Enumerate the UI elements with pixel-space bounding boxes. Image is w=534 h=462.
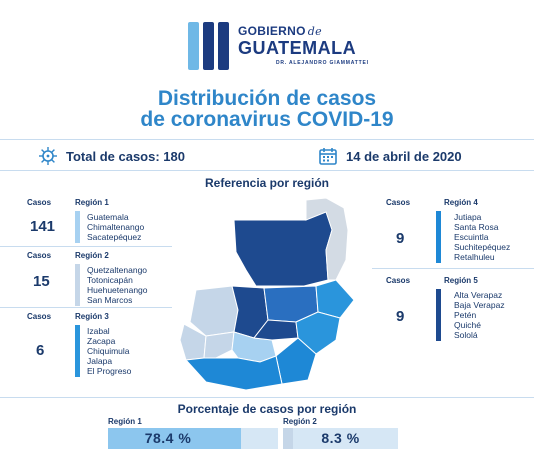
- percentage-region-1: Región 1 78.4 %: [108, 417, 278, 449]
- page-title-line2: de coronavirus COVID-19: [140, 108, 394, 131]
- map-quetzaltenango: [203, 331, 235, 359]
- region-case-count: 15: [33, 273, 50, 290]
- region-label: Región 2: [75, 251, 109, 260]
- percentage-region-2: Región 2 8.3 %: [283, 417, 398, 449]
- percentage-region-label: Región 1: [108, 417, 142, 426]
- divider: [372, 268, 534, 269]
- percentage-bar-fill: [283, 428, 293, 449]
- cases-column-label: Casos: [386, 276, 411, 285]
- percentage-value: 8.3 %: [321, 430, 360, 446]
- region-case-count: 6: [36, 342, 45, 359]
- region-departments: Jutiapa Santa Rosa Escuintla Suchitepéqu…: [454, 212, 511, 262]
- region-color-swatch: [75, 325, 80, 377]
- region-label: Región 5: [444, 276, 478, 285]
- region-departments: Guatemala Chimaltenango Sacatepéquez: [87, 212, 145, 242]
- reference-title: Referencia por región: [204, 176, 330, 190]
- region-card-2: Casos Región 2 15 Quetzaltenango Totonic…: [27, 251, 167, 307]
- region-case-count: 9: [396, 230, 405, 247]
- logo-bar-dark: [218, 22, 229, 70]
- percentage-region-label: Región 2: [283, 417, 317, 426]
- page-title-line1: Distribución de casos: [157, 87, 377, 110]
- divider: [0, 139, 534, 140]
- report-date: 14 de abril de 2020: [318, 146, 462, 166]
- map-baja-verapaz: [253, 319, 299, 341]
- region-departments: Izabal Zacapa Chiquimula Jalapa El Progr…: [87, 326, 132, 376]
- cases-column-label: Casos: [386, 198, 411, 207]
- region-departments: Alta Verapaz Baja Verapaz Petén Quiché S…: [454, 290, 505, 340]
- percentage-bar-fill: [108, 428, 241, 449]
- region-label: Región 1: [75, 198, 109, 207]
- region-label: Región 4: [444, 198, 478, 207]
- percentage-bar: 8.3 %: [283, 428, 398, 449]
- region-card-1: Casos Región 1 141 Guatemala Chimaltenan…: [27, 198, 167, 248]
- region-card-4: Casos Región 4 9 Jutiapa Santa Rosa Escu…: [386, 198, 526, 264]
- cases-column-label: Casos: [27, 198, 52, 207]
- region-card-5: Casos Región 5 9 Alta Verapaz Baja Verap…: [386, 276, 526, 346]
- region-departments: Quetzaltenango Totonicapán Huehuetenango…: [87, 265, 148, 305]
- divider: [0, 307, 172, 308]
- divider: [0, 170, 534, 171]
- divider: [0, 246, 172, 247]
- percentage-bar: 78.4 %: [108, 428, 278, 449]
- map-peten-east: [305, 197, 349, 281]
- calendar-icon: [319, 148, 337, 165]
- logo-guatemala-text: GUATEMALA: [238, 38, 357, 58]
- total-cases-label: Total de casos: 180: [66, 148, 185, 164]
- region-case-count: 141: [30, 218, 56, 235]
- total-cases: Total de casos: 180: [38, 146, 185, 166]
- logo-president-text: DR. ALEJANDRO GIAMMATTEI: [276, 60, 369, 66]
- map-huehuetenango: [189, 285, 239, 337]
- region-color-swatch: [436, 289, 441, 341]
- report-date-label: 14 de abril de 2020: [346, 148, 462, 164]
- region-card-3: Casos Región 3 6 Izabal Zacapa Chiquimul…: [27, 312, 167, 382]
- region-color-swatch: [75, 264, 80, 306]
- government-logo: GOBIERNO de GUATEMALA DR. ALEJANDRO GIAMM…: [188, 18, 368, 74]
- guatemala-region-map: [179, 197, 355, 391]
- cases-column-label: Casos: [27, 251, 52, 260]
- logo-bar-dark: [203, 22, 214, 70]
- region-color-swatch: [75, 211, 80, 243]
- region-color-swatch: [436, 211, 441, 263]
- region-label: Región 3: [75, 312, 109, 321]
- region-case-count: 9: [396, 308, 405, 325]
- divider: [0, 397, 534, 398]
- percentages-title: Porcentaje de casos por región: [177, 402, 357, 416]
- map-south-coast: [184, 355, 283, 391]
- percentage-value: 78.4 %: [144, 430, 192, 446]
- logo-gobierno-text: GOBIERNO de: [238, 24, 322, 38]
- virus-icon: [39, 147, 57, 165]
- cases-column-label: Casos: [27, 312, 52, 321]
- map-izabal: [315, 279, 355, 319]
- logo-bar-light: [188, 22, 199, 70]
